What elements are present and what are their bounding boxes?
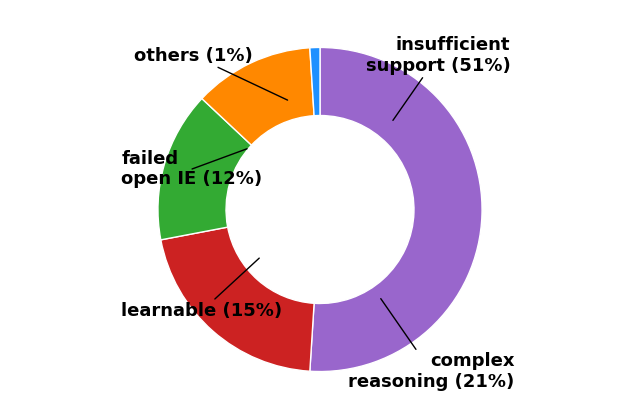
Text: others (1%): others (1%) xyxy=(134,47,287,100)
Wedge shape xyxy=(310,47,320,116)
Text: complex
reasoning (21%): complex reasoning (21%) xyxy=(348,299,515,391)
Text: insufficient
support (51%): insufficient support (51%) xyxy=(365,36,511,120)
Text: failed
open IE (12%): failed open IE (12%) xyxy=(122,149,262,189)
Wedge shape xyxy=(158,98,252,240)
Wedge shape xyxy=(310,47,482,372)
Wedge shape xyxy=(161,227,314,371)
Text: learnable (15%): learnable (15%) xyxy=(122,258,283,320)
Wedge shape xyxy=(202,48,314,145)
